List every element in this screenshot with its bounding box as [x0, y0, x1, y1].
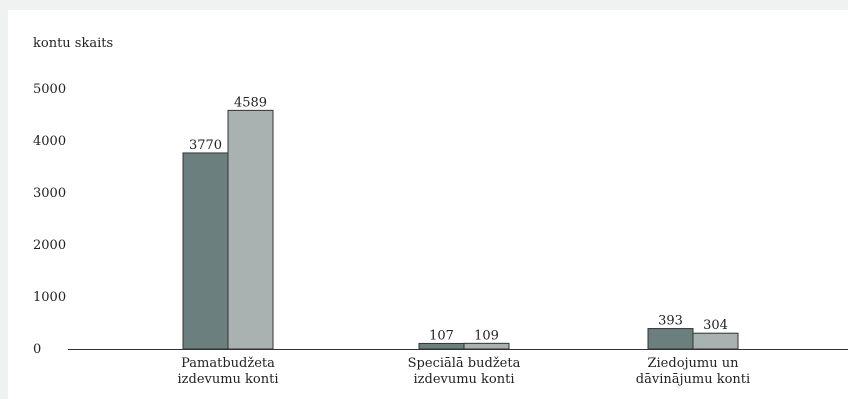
x-category-label: izdevumu konti [413, 372, 514, 387]
y-tick-label: 4000 [33, 134, 66, 149]
x-category-label: Ziedojumu un [647, 356, 739, 371]
bar [463, 342, 510, 350]
bar-value-label: 107 [429, 328, 454, 343]
bar-value-label: 4589 [234, 95, 267, 110]
bar [692, 332, 739, 350]
x-category-label: izdevumu konti [177, 372, 278, 387]
y-tick-label: 1000 [33, 290, 66, 305]
chart-panel: kontu skaits 0 1000 2000 3000 4000 5000 3770 4… [8, 10, 848, 399]
x-category-label: Speciālā budžeta [408, 356, 521, 371]
bar-value-label: 393 [658, 314, 683, 329]
y-tick-label: 2000 [33, 238, 66, 253]
bar [227, 109, 274, 350]
y-axis-title: kontu skaits [33, 36, 113, 51]
y-tick-label: 5000 [33, 82, 66, 97]
y-tick-label: 0 [33, 342, 41, 357]
bar [182, 152, 229, 350]
bar [418, 342, 465, 350]
bar-chart: kontu skaits 0 1000 2000 3000 4000 5000 3770 4… [33, 36, 848, 387]
bar-value-label: 109 [474, 328, 499, 343]
bar-value-label: 304 [703, 318, 728, 333]
bar-value-label: 3770 [189, 138, 222, 153]
bar [647, 328, 694, 350]
y-tick-label: 3000 [33, 186, 66, 201]
x-category-label: dāvinājumu konti [636, 372, 750, 387]
x-category-label: Pamatbudžeta [181, 356, 275, 371]
